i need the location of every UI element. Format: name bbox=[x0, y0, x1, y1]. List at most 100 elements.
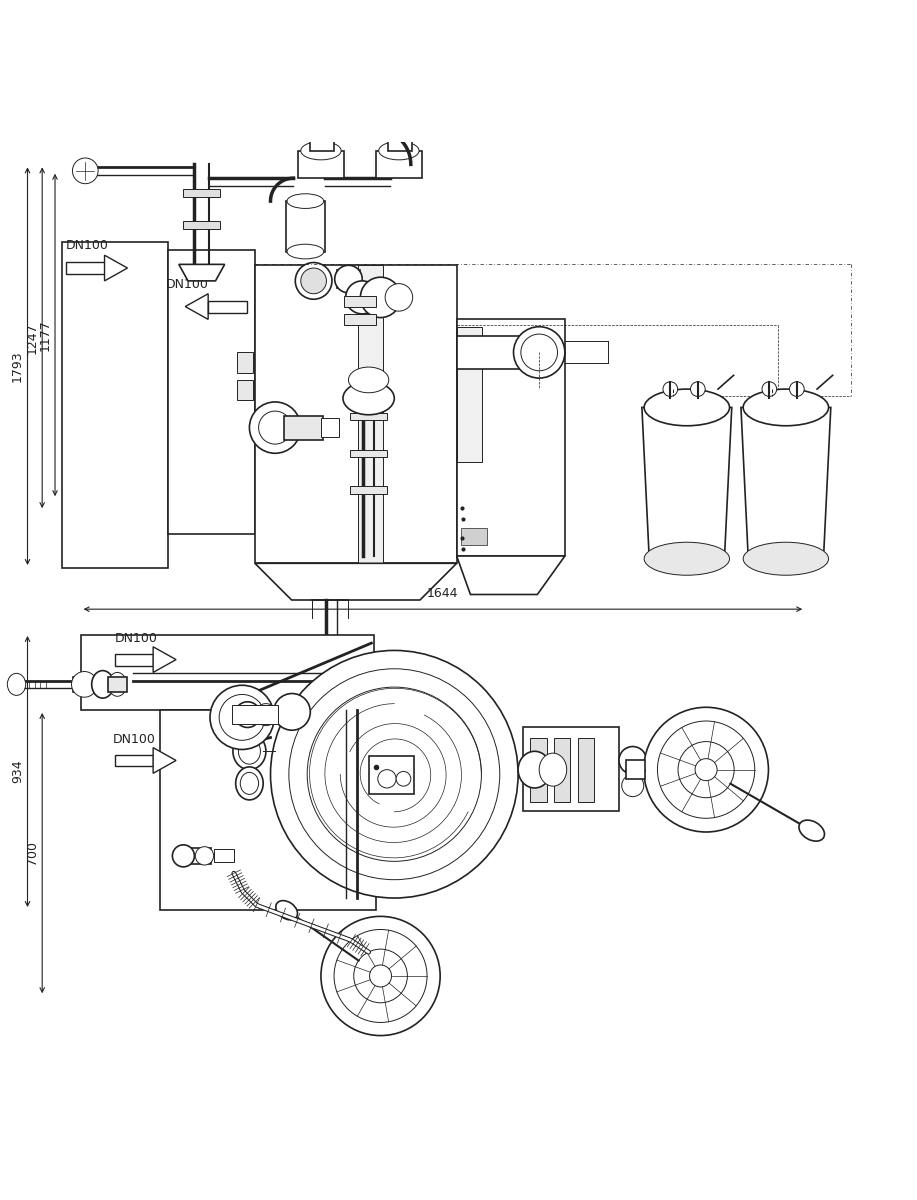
Text: DN100: DN100 bbox=[115, 632, 158, 644]
Bar bbox=[578, 738, 594, 802]
Bar bbox=[232, 706, 278, 724]
Bar bbox=[188, 847, 211, 864]
Ellipse shape bbox=[743, 542, 829, 575]
Bar bbox=[237, 380, 253, 400]
Bar bbox=[62, 242, 168, 568]
Ellipse shape bbox=[644, 542, 730, 575]
Bar bbox=[160, 710, 376, 910]
Circle shape bbox=[396, 772, 411, 786]
Circle shape bbox=[249, 402, 301, 454]
Ellipse shape bbox=[385, 283, 413, 311]
Bar bbox=[626, 761, 645, 779]
Polygon shape bbox=[741, 408, 831, 559]
Bar bbox=[73, 677, 96, 691]
Ellipse shape bbox=[219, 695, 265, 740]
Circle shape bbox=[321, 917, 440, 1036]
Bar bbox=[388, 131, 412, 151]
Circle shape bbox=[72, 672, 97, 697]
Ellipse shape bbox=[743, 389, 829, 426]
Circle shape bbox=[691, 382, 705, 396]
Bar bbox=[108, 677, 127, 691]
Circle shape bbox=[663, 382, 678, 396]
Ellipse shape bbox=[108, 672, 127, 696]
Ellipse shape bbox=[295, 263, 332, 299]
Ellipse shape bbox=[233, 733, 266, 769]
Bar bbox=[310, 131, 334, 151]
Ellipse shape bbox=[210, 685, 274, 750]
Ellipse shape bbox=[799, 820, 824, 841]
Ellipse shape bbox=[75, 676, 94, 694]
Ellipse shape bbox=[235, 702, 260, 727]
Bar bbox=[66, 262, 105, 274]
Bar bbox=[298, 151, 344, 178]
Circle shape bbox=[370, 965, 392, 986]
Circle shape bbox=[378, 769, 396, 788]
Ellipse shape bbox=[7, 673, 26, 695]
Polygon shape bbox=[153, 748, 176, 773]
Circle shape bbox=[644, 707, 768, 832]
Ellipse shape bbox=[240, 773, 259, 794]
Ellipse shape bbox=[644, 389, 730, 426]
Ellipse shape bbox=[348, 367, 389, 392]
Polygon shape bbox=[153, 647, 176, 672]
Bar bbox=[284, 415, 323, 439]
Bar bbox=[457, 336, 539, 368]
Ellipse shape bbox=[287, 245, 324, 259]
Ellipse shape bbox=[195, 847, 214, 865]
Ellipse shape bbox=[343, 382, 394, 415]
Ellipse shape bbox=[619, 746, 646, 774]
Circle shape bbox=[790, 382, 804, 396]
Polygon shape bbox=[179, 264, 225, 281]
Bar bbox=[168, 250, 255, 534]
Text: DN100: DN100 bbox=[113, 733, 156, 746]
Bar bbox=[457, 319, 565, 556]
Bar bbox=[286, 202, 325, 252]
Circle shape bbox=[762, 382, 777, 396]
Ellipse shape bbox=[273, 694, 310, 731]
Ellipse shape bbox=[521, 334, 558, 371]
Polygon shape bbox=[457, 556, 565, 594]
Ellipse shape bbox=[346, 281, 379, 314]
Ellipse shape bbox=[172, 845, 194, 866]
Bar bbox=[350, 486, 387, 493]
Bar bbox=[183, 221, 220, 229]
Bar bbox=[183, 190, 220, 197]
Circle shape bbox=[259, 412, 292, 444]
Circle shape bbox=[271, 650, 518, 898]
Bar bbox=[344, 295, 376, 306]
Ellipse shape bbox=[301, 142, 341, 160]
Circle shape bbox=[72, 158, 98, 184]
Bar bbox=[208, 300, 247, 312]
Bar bbox=[237, 353, 253, 372]
Bar bbox=[530, 738, 547, 802]
Polygon shape bbox=[185, 294, 208, 319]
Bar bbox=[255, 265, 457, 563]
Circle shape bbox=[335, 265, 362, 293]
Bar bbox=[350, 450, 387, 457]
Text: 934: 934 bbox=[11, 760, 24, 784]
Bar bbox=[81, 635, 374, 710]
Ellipse shape bbox=[514, 326, 565, 378]
Polygon shape bbox=[105, 256, 127, 281]
Ellipse shape bbox=[301, 268, 326, 294]
Bar bbox=[358, 265, 383, 563]
Ellipse shape bbox=[238, 738, 260, 764]
Ellipse shape bbox=[539, 754, 567, 786]
Bar bbox=[369, 756, 414, 794]
Text: 1247: 1247 bbox=[26, 322, 39, 354]
Bar bbox=[350, 413, 387, 420]
Ellipse shape bbox=[379, 142, 419, 160]
Polygon shape bbox=[642, 408, 732, 559]
Text: 1793: 1793 bbox=[11, 350, 24, 382]
Ellipse shape bbox=[255, 703, 277, 726]
Ellipse shape bbox=[236, 767, 263, 800]
Ellipse shape bbox=[287, 193, 324, 209]
Bar bbox=[457, 326, 482, 462]
Bar bbox=[376, 151, 422, 178]
Polygon shape bbox=[255, 563, 457, 600]
Circle shape bbox=[695, 758, 717, 781]
Bar bbox=[321, 419, 339, 437]
Ellipse shape bbox=[92, 671, 114, 698]
Text: DN100: DN100 bbox=[66, 240, 109, 252]
Bar bbox=[115, 654, 153, 666]
